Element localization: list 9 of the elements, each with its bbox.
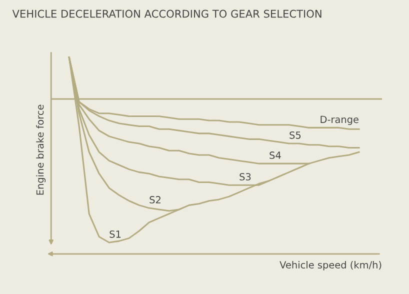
x-axis-title: Vehicle speed (km/h) [280, 261, 382, 270]
y-axis-title: Engine brake force [36, 104, 46, 195]
chart-title: VEHICLE DECELERATION ACCORDING TO GEAR SELECTION [12, 10, 322, 18]
series-label: S5 [290, 131, 301, 139]
series-label: S1 [110, 230, 121, 238]
series-label: D-range [320, 116, 358, 125]
series-label: S2 [150, 196, 160, 204]
series-label: S4 [270, 152, 281, 159]
series-label: S3 [240, 173, 251, 180]
